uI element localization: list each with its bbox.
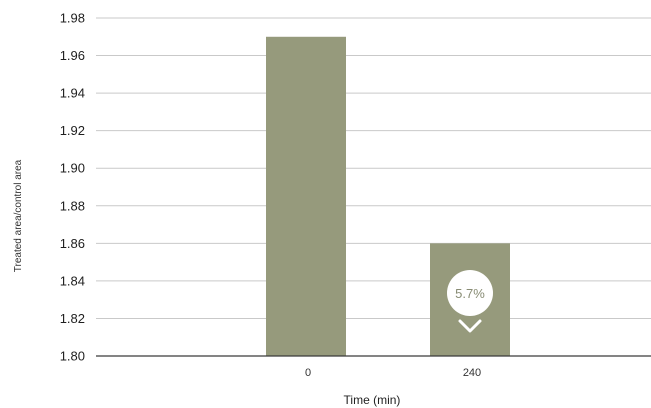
y-tick-label: 1.82 <box>60 311 85 326</box>
y-tick-label: 1.80 <box>60 349 85 364</box>
x-axis-label: Time (min) <box>344 393 401 407</box>
y-tick-label: 1.94 <box>60 86 85 101</box>
bar-0 <box>266 36 346 357</box>
gridlines <box>96 17 651 319</box>
y-tick-label: 1.84 <box>60 273 85 288</box>
y-tick-label: 1.92 <box>60 123 85 138</box>
y-tick-label: 1.90 <box>60 161 85 176</box>
y-tick-label: 1.98 <box>60 11 85 26</box>
y-tick-label: 1.96 <box>60 48 85 63</box>
y-axis-label: Treated area/control area <box>13 159 24 272</box>
x-axis-ticks: 0 240 <box>305 367 481 379</box>
chevron-down-icon <box>458 319 482 333</box>
change-annotation: 5.7% <box>447 270 493 333</box>
annotation-value: 5.7% <box>455 286 485 301</box>
x-tick-label: 240 <box>463 367 481 379</box>
y-tick-label: 1.86 <box>60 236 85 251</box>
y-axis-ticks: 1.80 1.82 1.84 1.86 1.88 1.90 1.92 1.94 1.96 1.98 <box>60 11 85 364</box>
x-tick-label: 0 <box>305 367 311 379</box>
y-tick-label: 1.88 <box>60 198 85 213</box>
annotation-badge <box>447 270 493 316</box>
